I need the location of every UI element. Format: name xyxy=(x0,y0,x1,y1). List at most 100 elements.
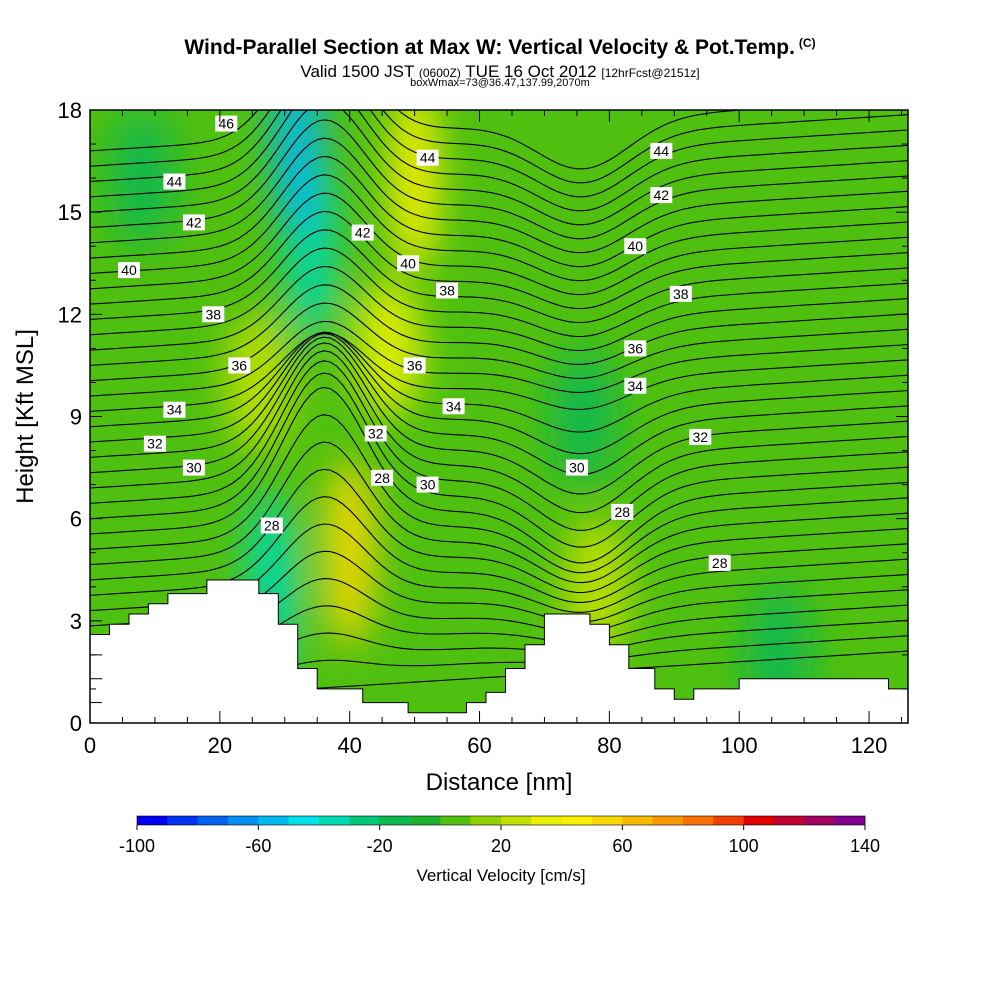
colorbar-swatch-18 xyxy=(683,816,714,825)
colorbar-swatch-21 xyxy=(774,816,805,825)
theta-label-text: 28 xyxy=(264,518,280,534)
theta-contour-41 xyxy=(90,342,908,495)
theta-label-38-0: 38 xyxy=(202,306,225,323)
theta-label-text: 32 xyxy=(147,436,163,452)
theta-contour-60 xyxy=(90,110,908,198)
theta-label-42-2: 42 xyxy=(650,187,673,204)
theta-contour-49 xyxy=(90,265,908,352)
colorbar-swatch-0 xyxy=(137,816,168,825)
colorbar-swatch-17 xyxy=(652,816,684,825)
colorbar-swatch-5 xyxy=(288,816,320,825)
y-tick-label-3: 3 xyxy=(70,609,82,634)
colorbar-swatch-14 xyxy=(561,816,593,825)
theta-label-text: 40 xyxy=(121,262,137,278)
theta-contour-47 xyxy=(90,302,908,382)
colorbar-swatch-16 xyxy=(622,816,653,825)
x-tick-label-40: 40 xyxy=(337,733,361,758)
colorbar-swatch-15 xyxy=(592,816,623,825)
theta-label-30-0: 30 xyxy=(182,459,205,476)
theta-label-text: 36 xyxy=(407,357,423,373)
theta-contour-59 xyxy=(90,110,908,212)
theta-label-text: 32 xyxy=(693,429,709,445)
theta-contour-40 xyxy=(90,350,908,514)
box-info: boxWmax=73@36.47,137.99,2070m xyxy=(410,77,590,89)
theta-label-36-2: 36 xyxy=(624,340,647,357)
y-tick-label-15: 15 xyxy=(58,200,82,225)
theta-label-32-2: 32 xyxy=(689,428,712,445)
theta-label-40-2: 40 xyxy=(624,238,647,255)
colorbar-swatch-22 xyxy=(804,816,835,825)
theta-label-40-1: 40 xyxy=(397,255,420,272)
theta-label-38-1: 38 xyxy=(436,282,459,299)
colorbar-swatch-7 xyxy=(349,816,380,825)
theta-contour-61 xyxy=(90,110,908,184)
forecast-info: [12hrFcst@2151z] xyxy=(601,66,700,80)
theta-contour-45 xyxy=(90,332,908,412)
theta-label-text: 42 xyxy=(355,225,371,241)
theta-label-text: 34 xyxy=(446,398,462,414)
theta-label-text: 34 xyxy=(167,402,183,418)
theta-label-text: 30 xyxy=(186,460,202,476)
theta-contour-53 xyxy=(90,192,908,296)
y-tick-label-0: 0 xyxy=(70,711,82,736)
x-tick-label-0: 0 xyxy=(84,733,96,758)
theta-contour-35 xyxy=(90,441,908,584)
theta-label-text: 44 xyxy=(420,150,436,166)
colorbar-label--100: -100 xyxy=(119,836,155,856)
colorbar-label-100: 100 xyxy=(729,836,759,856)
theta-contour-51 xyxy=(90,229,908,324)
velocity-feature-10 xyxy=(107,110,176,249)
theta-contour-42 xyxy=(90,336,908,475)
theta-label-42-1: 42 xyxy=(351,224,374,241)
velocity-feature-1 xyxy=(271,110,324,240)
theta-label-28-0: 28 xyxy=(260,517,283,534)
colorbar-swatch-12 xyxy=(501,816,532,825)
velocity-feature-5 xyxy=(354,278,423,419)
theta-contours xyxy=(90,110,908,704)
theta-contour-38 xyxy=(90,372,908,548)
theta-contour-34 xyxy=(90,468,908,594)
theta-label-38-2: 38 xyxy=(669,285,692,302)
x-tick-label-80: 80 xyxy=(597,733,621,758)
theta-label-40-0: 40 xyxy=(118,262,140,279)
x-tick-label-120: 120 xyxy=(851,733,888,758)
theta-label-text: 44 xyxy=(167,174,183,190)
valid-utc: (0600Z) xyxy=(418,66,461,80)
theta-label-text: 40 xyxy=(628,238,644,254)
chart-title-main: Wind-Parallel Section at Max W: Vertical… xyxy=(184,36,795,59)
colorbar-label--60: -60 xyxy=(245,836,271,856)
theta-contour-37 xyxy=(90,386,908,564)
theta-label-text: 28 xyxy=(615,504,631,520)
colorbar-swatch-9 xyxy=(410,816,441,825)
colorbar-swatch-3 xyxy=(228,816,259,825)
valid-date: TUE 16 Oct 2012 xyxy=(465,62,597,81)
theta-label-30-2: 30 xyxy=(565,459,588,476)
theta-label-text: 30 xyxy=(420,477,436,493)
theta-contour-56 xyxy=(90,137,908,254)
x-tick-label-60: 60 xyxy=(467,733,491,758)
colorbar-swatch-20 xyxy=(743,816,775,825)
theta-label-text: 36 xyxy=(232,357,248,373)
colorbar-swatch-11 xyxy=(470,816,502,825)
theta-label-46-0: 46 xyxy=(215,115,238,132)
theta-label-44-2: 44 xyxy=(650,142,673,159)
chart-subtitle: Valid 1500 JST (0600Z) TUE 16 Oct 2012 [… xyxy=(0,62,1000,82)
theta-label-text: 30 xyxy=(569,460,585,476)
theta-label-42-0: 42 xyxy=(182,214,205,231)
theta-contour-52 xyxy=(90,210,908,310)
y-tick-label-12: 12 xyxy=(58,302,82,327)
theta-label-text: 28 xyxy=(374,470,390,486)
colorbar-swatch-1 xyxy=(167,816,198,825)
y-tick-label-9: 9 xyxy=(70,405,82,430)
colorbar-label-60: 60 xyxy=(612,836,632,856)
theta-label-36-1: 36 xyxy=(403,357,426,374)
colorbar-title: Vertical Velocity [cm/s] xyxy=(416,866,585,885)
theta-contour-62 xyxy=(90,110,749,170)
theta-label-text: 40 xyxy=(400,255,416,271)
theta-contour-50 xyxy=(90,247,908,338)
theta-label-text: 46 xyxy=(219,116,235,132)
theta-contour-54 xyxy=(90,174,908,282)
theta-label-28-1: 28 xyxy=(371,469,394,486)
